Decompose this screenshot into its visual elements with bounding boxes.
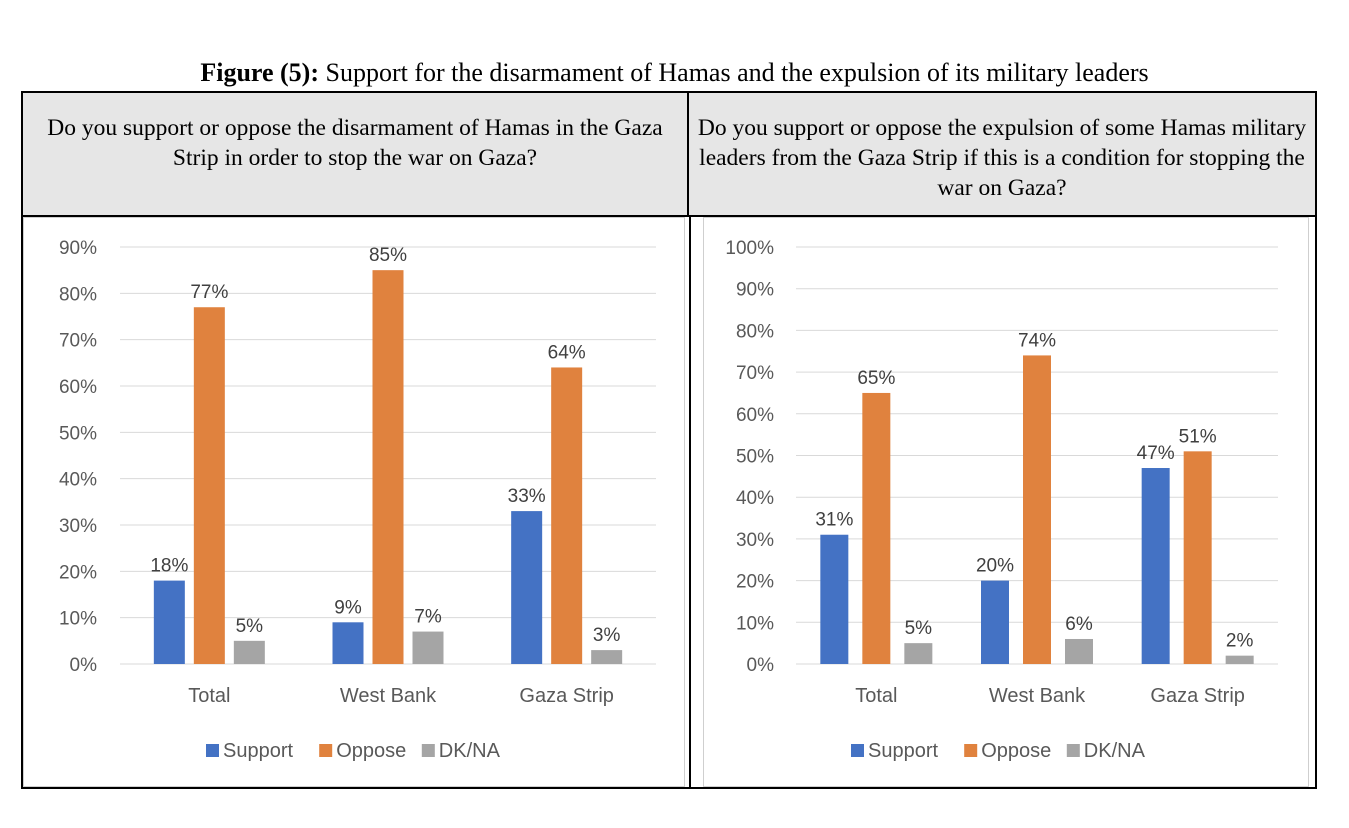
bar-oppose-gaza-strip — [1183, 451, 1212, 664]
y-tick-label: 10% — [59, 609, 97, 630]
bar-support-gaza-strip — [1141, 468, 1170, 664]
legend-swatch-oppose — [964, 744, 978, 757]
y-tick-label: 50% — [736, 447, 774, 468]
bar-dk-na-gaza-strip — [591, 650, 623, 664]
legend-swatch-support — [851, 744, 864, 757]
y-tick-label: 70% — [736, 363, 774, 384]
y-tick-label: 60% — [59, 377, 97, 398]
bar-oppose-west-bank — [372, 270, 404, 664]
legend-swatch-support — [206, 744, 219, 757]
legend-label-oppose: Oppose — [981, 740, 1051, 762]
question-expulsion: Do you support or oppose the expulsion o… — [689, 93, 1315, 217]
bar-dk-na-west-bank — [1065, 638, 1093, 664]
category-label: Total — [855, 685, 897, 707]
y-tick-label: 90% — [59, 238, 97, 259]
y-tick-label: 0% — [70, 655, 98, 676]
bar-oppose-gaza-strip — [551, 367, 583, 664]
data-label: 5% — [905, 618, 933, 639]
legend-label-support: Support — [868, 740, 938, 762]
y-tick-label: 40% — [736, 488, 774, 509]
figure-title: Figure (5): Support for the disarmament … — [0, 58, 1349, 88]
data-label: 6% — [1065, 614, 1093, 635]
bar-support-west-bank — [981, 580, 1009, 664]
data-label: 3% — [593, 625, 621, 646]
bar-support-west-bank — [332, 622, 364, 664]
y-tick-label: 50% — [59, 423, 97, 444]
data-label: 7% — [414, 607, 442, 628]
data-label: 77% — [190, 282, 228, 303]
y-tick-label: 30% — [736, 530, 774, 551]
table-divider — [689, 217, 691, 787]
y-tick-label: 40% — [59, 470, 97, 491]
bar-support-total — [153, 580, 185, 664]
data-label: 9% — [334, 597, 362, 618]
y-tick-label: 80% — [59, 284, 97, 305]
data-label: 5% — [236, 616, 264, 637]
legend-label-dk-na: DK/NA — [439, 740, 501, 762]
bar-support-total — [820, 534, 849, 664]
data-label: 74% — [1018, 330, 1056, 351]
y-tick-label: 90% — [736, 280, 774, 301]
disarmament-chart: 0% 10% 20% 30% 40% 50% 60% 70% 80% 90% 18% 77% 5% Tot… — [59, 238, 656, 762]
chart-panel-disarmament: 0% 10% 20% 30% 40% 50% 60% 70% 80% 90% 18% 77% 5% Tot… — [23, 217, 685, 787]
data-label: 18% — [150, 556, 188, 577]
chart-panel-expulsion: 0% 10% 20% 30% 40% 50% 60% 70% 80% 90% 100% 31% 65% 5… — [703, 217, 1309, 787]
legend-swatch-dk-na — [1066, 744, 1080, 757]
data-label: 33% — [508, 486, 546, 507]
category-label: Total — [188, 685, 230, 707]
data-label: 2% — [1226, 631, 1254, 652]
bar-oppose-west-bank — [1023, 355, 1051, 664]
y-tick-label: 80% — [736, 321, 774, 342]
bar-dk-na-total — [904, 643, 933, 664]
category-label: Gaza Strip — [519, 685, 613, 707]
data-label: 65% — [857, 368, 895, 389]
y-tick-label: 10% — [736, 613, 774, 634]
data-label: 20% — [976, 556, 1014, 577]
data-label: 47% — [1137, 443, 1175, 464]
y-tick-label: 30% — [59, 516, 97, 537]
legend-swatch-dk-na — [421, 744, 435, 757]
data-label: 51% — [1179, 426, 1217, 447]
y-tick-label: 100% — [725, 238, 774, 259]
bar-dk-na-total — [233, 640, 265, 664]
y-tick-label: 0% — [747, 655, 775, 676]
y-tick-label: 60% — [736, 405, 774, 426]
figure-title-label: Figure (5): — [200, 58, 319, 87]
data-label: 31% — [815, 510, 853, 531]
question-disarmament: Do you support or oppose the disarmament… — [23, 93, 689, 217]
category-label: Gaza Strip — [1150, 685, 1244, 707]
legend-label-support: Support — [223, 740, 293, 762]
y-tick-label: 20% — [736, 572, 774, 593]
y-tick-label: 70% — [59, 331, 97, 352]
legend-swatch-oppose — [319, 744, 333, 757]
category-label: West Bank — [989, 685, 1086, 707]
bar-oppose-total — [862, 392, 891, 664]
legend-label-dk-na: DK/NA — [1084, 740, 1146, 762]
figure-title-text: Support for the disarmament of Hamas and… — [319, 58, 1149, 87]
bar-support-gaza-strip — [511, 511, 543, 664]
bar-dk-na-west-bank — [412, 631, 444, 664]
bar-dk-na-gaza-strip — [1225, 655, 1254, 664]
bar-oppose-total — [193, 307, 225, 664]
y-tick-label: 20% — [59, 562, 97, 583]
category-label: West Bank — [340, 685, 437, 707]
legend-label-oppose: Oppose — [336, 740, 406, 762]
data-label: 85% — [369, 245, 407, 266]
figure-table: Do you support or oppose the disarmament… — [21, 91, 1317, 789]
data-label: 64% — [548, 342, 586, 363]
expulsion-chart: 0% 10% 20% 30% 40% 50% 60% 70% 80% 90% 100% 31% 65% 5… — [725, 238, 1278, 762]
